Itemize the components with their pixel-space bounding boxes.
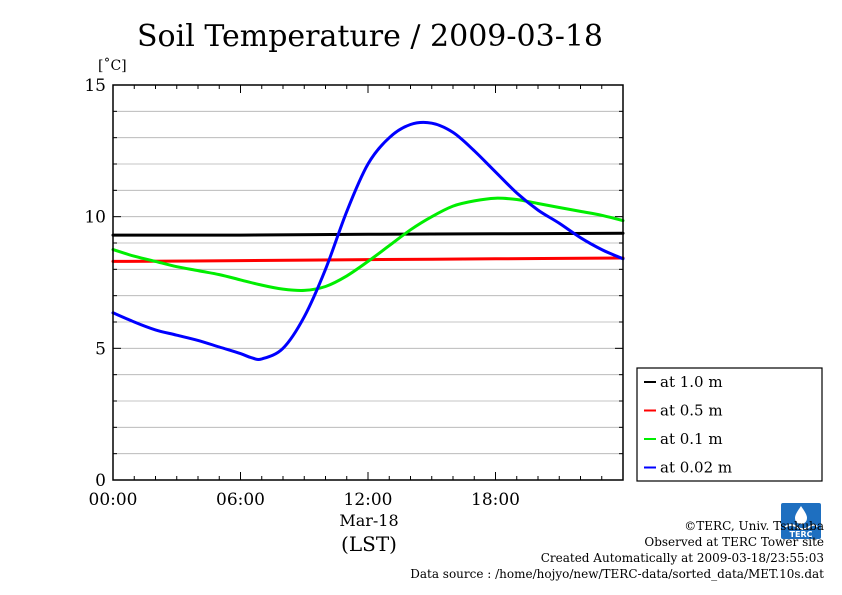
footer: ©TERC, Univ. Tsukuba Observed at TERC To… <box>410 518 824 582</box>
series-line-3 <box>111 120 625 361</box>
series-lines <box>111 120 625 361</box>
y-tick-label: 5 <box>95 339 106 359</box>
logo-text: TERC <box>790 530 813 539</box>
y-tick-label: 15 <box>84 76 106 96</box>
chart-title: Soil Temperature / 2009-03-18 <box>137 19 603 54</box>
x-tick-label: 06:00 <box>216 490 265 510</box>
axis-ticks: 0 5 10 15 00:00 06:00 12:00 18:00 <box>84 76 624 510</box>
x-tick-label: 12:00 <box>344 490 393 510</box>
series-line-2 <box>111 196 625 292</box>
y-axis-unit: [˚C] <box>98 57 127 74</box>
wave-icon <box>784 524 818 530</box>
legend-label: at 0.1 m <box>660 430 723 448</box>
legend-label: at 0.5 m <box>660 402 723 420</box>
legend-box <box>636 367 823 482</box>
y-tick-label: 10 <box>84 208 106 228</box>
x-tick-label: 00:00 <box>89 490 138 510</box>
water-drop-icon <box>795 506 807 524</box>
plot-frame <box>112 84 624 481</box>
terc-logo: TERC <box>781 503 821 539</box>
grid <box>113 110 623 455</box>
data-source-text: Data source : /home/hojyo/new/TERC-data/… <box>410 567 824 581</box>
x-tick-label: 18:00 <box>471 490 520 510</box>
copyright-text: ©TERC, Univ. Tsukuba <box>684 519 824 533</box>
legend-label: at 1.0 m <box>660 373 723 391</box>
x-axis-label: (LST) <box>341 532 397 556</box>
x-date-label: Mar-18 <box>339 511 398 530</box>
series-line-0 <box>111 231 625 237</box>
legend-label: at 0.02 m <box>660 459 732 477</box>
observed-text: Observed at TERC Tower site <box>644 535 824 549</box>
y-tick-label: 0 <box>95 471 106 491</box>
legend: at 1.0 m at 0.5 m at 0.1 m at 0.02 m <box>636 367 823 482</box>
created-text: Created Automatically at 2009-03-18/23:5… <box>540 551 824 565</box>
